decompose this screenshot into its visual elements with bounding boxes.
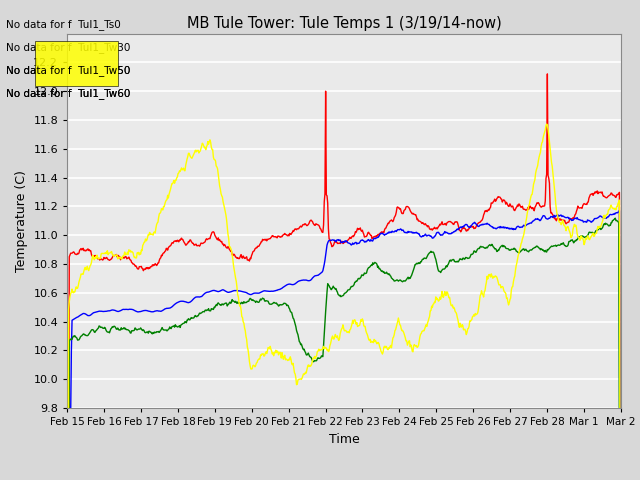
Y-axis label: Temperature (C): Temperature (C) <box>15 170 28 272</box>
Text: No data for f  Tul1_Tw30: No data for f Tul1_Tw30 <box>6 42 131 53</box>
Text: No data for f  Tul1_Tw50: No data for f Tul1_Tw50 <box>6 65 131 76</box>
Title: MB Tule Tower: Tule Temps 1 (3/19/14-now): MB Tule Tower: Tule Temps 1 (3/19/14-now… <box>187 16 501 31</box>
X-axis label: Time: Time <box>328 432 360 445</box>
Text: No data for f  Tul1_Tw50: No data for f Tul1_Tw50 <box>6 65 131 76</box>
Text: No data for f  Tul1_Tw60: No data for f Tul1_Tw60 <box>6 88 131 99</box>
Text: No data for f  Tul1_Ts0: No data for f Tul1_Ts0 <box>6 19 121 30</box>
Text: No data for f  Tul1_Tw60: No data for f Tul1_Tw60 <box>6 88 131 99</box>
